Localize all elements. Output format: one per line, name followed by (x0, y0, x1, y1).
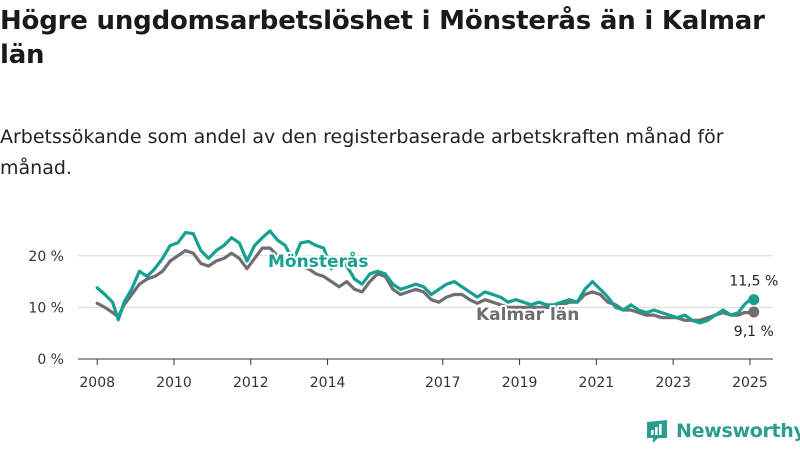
x-tick-label: 2008 (79, 375, 115, 391)
x-tick-label: 2017 (425, 375, 461, 391)
x-tick-label: 2023 (655, 375, 691, 391)
newsworthy-logo: Newsworthy (644, 418, 800, 444)
x-tick-label: 2019 (502, 375, 538, 391)
x-tick-label: 2012 (233, 375, 269, 391)
logo-text: Newsworthy (676, 420, 800, 442)
series-label-monsteras: Mönsterås (268, 250, 368, 272)
chart-subtitle: Arbetssökande som andel av den registerb… (0, 126, 724, 179)
chart-title: Högre ungdomsarbetslöshet i Mönsterås än… (0, 6, 765, 70)
end-value-label-monsteras: 11,5 % (729, 274, 778, 290)
x-tick-label: 2014 (310, 375, 346, 391)
series-end-point-monsteras (748, 294, 760, 306)
end-value-label-kalmar-lan: 9,1 % (734, 324, 774, 340)
x-tick-label: 2025 (732, 375, 768, 391)
newsworthy-logo-icon (647, 420, 667, 443)
y-tick-label: 0 % (37, 352, 64, 368)
x-tick-label: 2010 (156, 375, 192, 391)
series-line-monsteras (95, 229, 756, 325)
y-tick-label: 20 % (28, 249, 64, 265)
y-tick-label: 10 % (28, 300, 64, 316)
x-tick-label: 2021 (579, 375, 615, 391)
series-end-point-kalmar-lan (748, 306, 760, 318)
series-label-kalmar-lan: Kalmar län (476, 305, 579, 325)
series-line-kalmar-lan (95, 246, 756, 322)
